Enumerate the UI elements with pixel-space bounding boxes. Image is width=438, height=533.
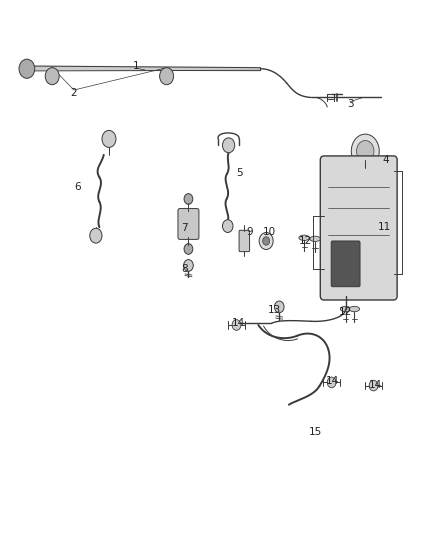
Ellipse shape	[340, 306, 351, 312]
Text: 5: 5	[237, 168, 243, 179]
Circle shape	[232, 320, 241, 330]
Circle shape	[357, 141, 374, 162]
Circle shape	[19, 59, 35, 78]
Text: 11: 11	[378, 222, 391, 232]
FancyBboxPatch shape	[178, 208, 199, 239]
Circle shape	[223, 220, 233, 232]
Circle shape	[184, 260, 193, 271]
Circle shape	[159, 68, 173, 85]
Circle shape	[45, 68, 59, 85]
Text: 13: 13	[268, 305, 282, 315]
Text: 14: 14	[232, 318, 245, 328]
Circle shape	[223, 138, 235, 153]
Text: 12: 12	[339, 306, 352, 317]
Circle shape	[259, 232, 273, 249]
Text: 14: 14	[326, 376, 339, 386]
Circle shape	[351, 134, 379, 168]
Text: 10: 10	[263, 227, 276, 237]
Ellipse shape	[310, 236, 320, 241]
Circle shape	[327, 377, 336, 387]
Ellipse shape	[299, 235, 309, 240]
Text: 8: 8	[181, 264, 187, 274]
Circle shape	[184, 193, 193, 204]
Circle shape	[102, 131, 116, 148]
Text: 12: 12	[299, 236, 312, 246]
Text: 6: 6	[74, 182, 81, 192]
Text: 3: 3	[346, 99, 353, 109]
FancyBboxPatch shape	[239, 230, 250, 252]
Polygon shape	[33, 66, 261, 71]
Text: 1: 1	[133, 61, 139, 70]
Circle shape	[263, 237, 270, 245]
Circle shape	[369, 380, 378, 391]
Text: 7: 7	[181, 223, 187, 233]
Text: 15: 15	[308, 427, 321, 438]
Text: 14: 14	[369, 379, 382, 390]
Circle shape	[275, 301, 284, 313]
Circle shape	[90, 228, 102, 243]
Text: 9: 9	[246, 227, 253, 237]
FancyBboxPatch shape	[331, 241, 360, 287]
Ellipse shape	[349, 306, 360, 312]
FancyBboxPatch shape	[320, 156, 397, 300]
Text: 2: 2	[71, 87, 78, 98]
Circle shape	[184, 244, 193, 254]
Text: 4: 4	[382, 155, 389, 165]
